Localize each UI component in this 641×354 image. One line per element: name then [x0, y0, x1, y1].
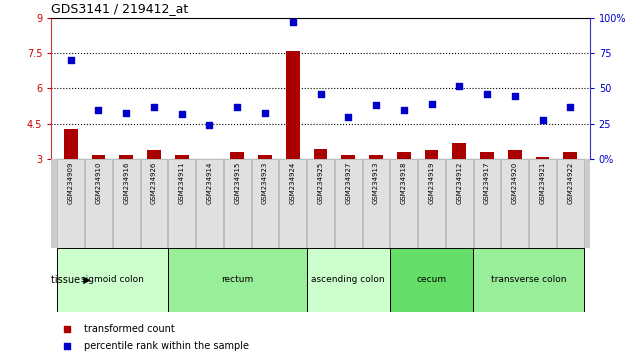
Bar [390, 159, 417, 248]
Bar [113, 159, 140, 248]
Point [232, 104, 242, 110]
Point [454, 83, 464, 88]
Point [510, 93, 520, 98]
Text: GSM234922: GSM234922 [567, 162, 573, 204]
Bar [119, 155, 133, 159]
Point [149, 104, 159, 110]
Bar [563, 152, 578, 159]
Bar [397, 152, 411, 159]
Text: GSM234927: GSM234927 [345, 162, 351, 204]
Text: GSM234925: GSM234925 [317, 162, 324, 204]
Text: GSM234914: GSM234914 [206, 162, 212, 204]
Bar [536, 157, 549, 159]
Point [204, 122, 215, 128]
Bar [508, 150, 522, 159]
Text: GDS3141 / 219412_at: GDS3141 / 219412_at [51, 2, 188, 15]
Text: GSM234910: GSM234910 [96, 162, 101, 205]
Point [426, 101, 437, 107]
Bar [140, 159, 167, 248]
Bar [258, 155, 272, 159]
Text: GSM234921: GSM234921 [540, 162, 545, 204]
Text: GSM234919: GSM234919 [429, 162, 435, 205]
Text: GSM234926: GSM234926 [151, 162, 157, 204]
Text: GSM234913: GSM234913 [373, 162, 379, 205]
Bar [480, 152, 494, 159]
Bar [446, 159, 472, 248]
Point [288, 19, 298, 25]
Bar [147, 150, 161, 159]
Point [537, 117, 547, 122]
Bar [57, 248, 168, 312]
Point [343, 114, 353, 120]
Bar [307, 159, 334, 248]
Bar [501, 159, 528, 248]
Bar [390, 248, 473, 312]
Bar [58, 159, 84, 248]
Bar [169, 159, 195, 248]
Text: ascending colon: ascending colon [312, 275, 385, 284]
Bar [168, 248, 306, 312]
Text: sigmoid colon: sigmoid colon [81, 275, 144, 284]
Text: tissue ▶: tissue ▶ [51, 275, 90, 285]
Bar [85, 159, 112, 248]
Bar [313, 149, 328, 159]
Text: percentile rank within the sample: percentile rank within the sample [83, 341, 249, 350]
Bar [286, 51, 300, 159]
Bar [196, 159, 223, 248]
Text: GSM234909: GSM234909 [68, 162, 74, 205]
Bar [474, 159, 501, 248]
Bar [424, 150, 438, 159]
Text: GSM234920: GSM234920 [512, 162, 518, 204]
Bar [63, 129, 78, 159]
Bar [230, 152, 244, 159]
Text: GSM234916: GSM234916 [123, 162, 129, 205]
Bar [279, 159, 306, 248]
Bar [363, 159, 389, 248]
Text: GSM234912: GSM234912 [456, 162, 462, 204]
Text: cecum: cecum [417, 275, 447, 284]
Point [399, 107, 409, 113]
Bar [557, 159, 583, 248]
Bar [473, 248, 584, 312]
Text: transverse colon: transverse colon [491, 275, 567, 284]
Point [121, 110, 131, 115]
Point [62, 326, 72, 331]
Point [65, 57, 76, 63]
Text: GSM234915: GSM234915 [234, 162, 240, 204]
Bar [175, 155, 188, 159]
Bar [306, 248, 390, 312]
Point [62, 343, 72, 348]
Text: transformed count: transformed count [83, 324, 174, 333]
Point [315, 91, 326, 97]
Bar [529, 159, 556, 248]
Bar [335, 159, 362, 248]
Text: GSM234911: GSM234911 [179, 162, 185, 205]
Bar [252, 159, 278, 248]
Text: GSM234924: GSM234924 [290, 162, 296, 204]
Bar [341, 155, 355, 159]
Point [565, 104, 576, 110]
Bar [369, 155, 383, 159]
Point [177, 111, 187, 117]
Text: rectum: rectum [221, 275, 253, 284]
Point [482, 91, 492, 97]
Point [260, 110, 270, 115]
Text: GSM234918: GSM234918 [401, 162, 407, 205]
Bar [418, 159, 445, 248]
Text: GSM234923: GSM234923 [262, 162, 268, 204]
Point [94, 107, 104, 113]
Bar [92, 155, 105, 159]
Point [371, 103, 381, 108]
Text: GSM234917: GSM234917 [484, 162, 490, 205]
Bar [224, 159, 251, 248]
Bar [453, 143, 466, 159]
